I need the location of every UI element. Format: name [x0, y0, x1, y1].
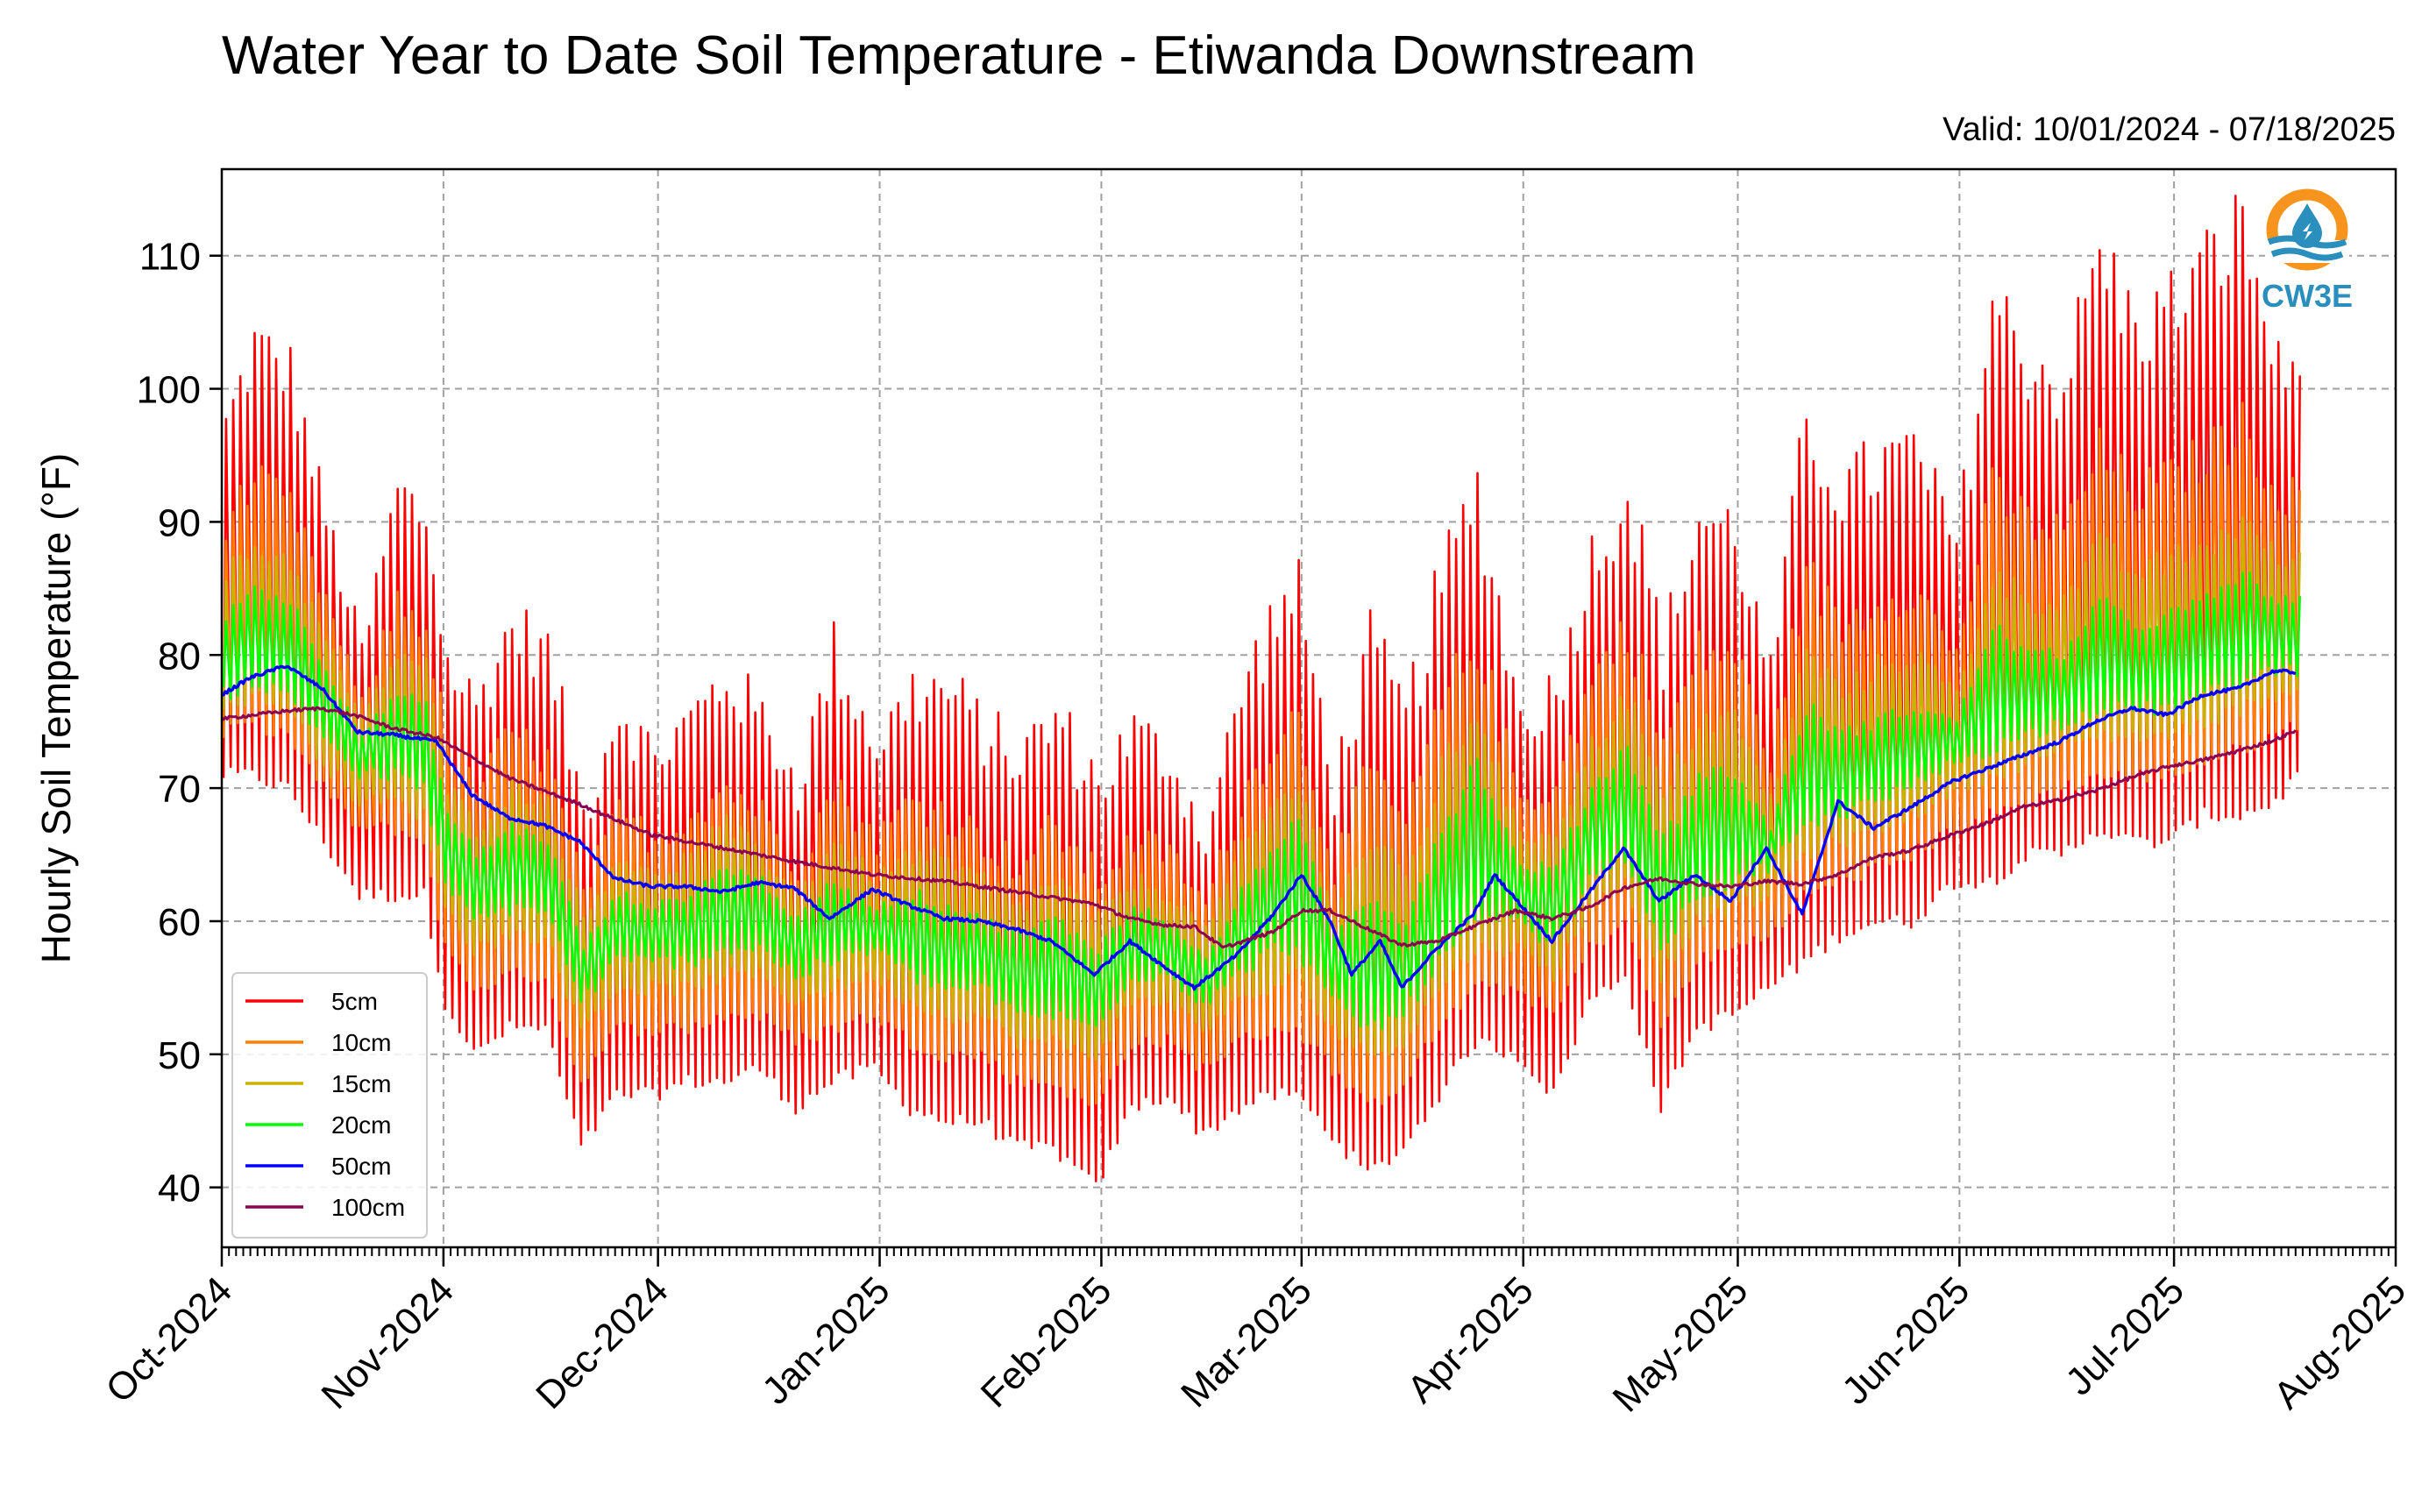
y-axis: 40 50 60 70 80 90 100 110 — [137, 236, 222, 1210]
logo-text: CW3E — [2262, 278, 2353, 314]
series-line-20cm — [222, 571, 2301, 1031]
cw3e-logo: CW3E — [2262, 188, 2353, 314]
legend-box — [231, 972, 428, 1239]
y-axis-label: Hourly Soil Temperature (°F) — [33, 453, 79, 964]
y-tick-label: 110 — [139, 236, 201, 279]
legend-label-50cm: 50cm — [331, 1153, 391, 1180]
y-tick-label: 100 — [137, 369, 201, 412]
series-line-50cm — [221, 664, 2297, 991]
legend-label-20cm: 20cm — [331, 1111, 391, 1139]
legend-label-5cm: 5cm — [331, 988, 378, 1015]
y-tick-label: 70 — [158, 768, 201, 811]
logo-ring — [2266, 188, 2348, 271]
y-tick-label: 90 — [158, 501, 201, 544]
y-tick-label: 80 — [158, 635, 201, 678]
water-drop-icon — [2292, 203, 2322, 248]
legend-label-100cm: 100cm — [331, 1194, 405, 1221]
y-tick-label: 40 — [158, 1168, 201, 1210]
legend-label-15cm: 15cm — [331, 1070, 391, 1097]
legend-label-10cm: 10cm — [331, 1029, 391, 1056]
y-tick-label: 60 — [158, 901, 201, 944]
series-line-100cm — [221, 706, 2297, 949]
drop-highlight — [2303, 223, 2312, 240]
chart-subtitle: Valid: 10/01/2024 - 07/18/2025 — [1942, 111, 2396, 148]
logo-wave-2 — [2270, 247, 2344, 261]
y-tick-label: 50 — [158, 1034, 201, 1077]
legend: 5cm 10cm 15cm 20cm 50cm 100cm — [231, 972, 428, 1239]
chart-title: Water Year to Date Soil Temperature - Et… — [222, 25, 1696, 86]
series-layer — [221, 195, 2301, 1182]
